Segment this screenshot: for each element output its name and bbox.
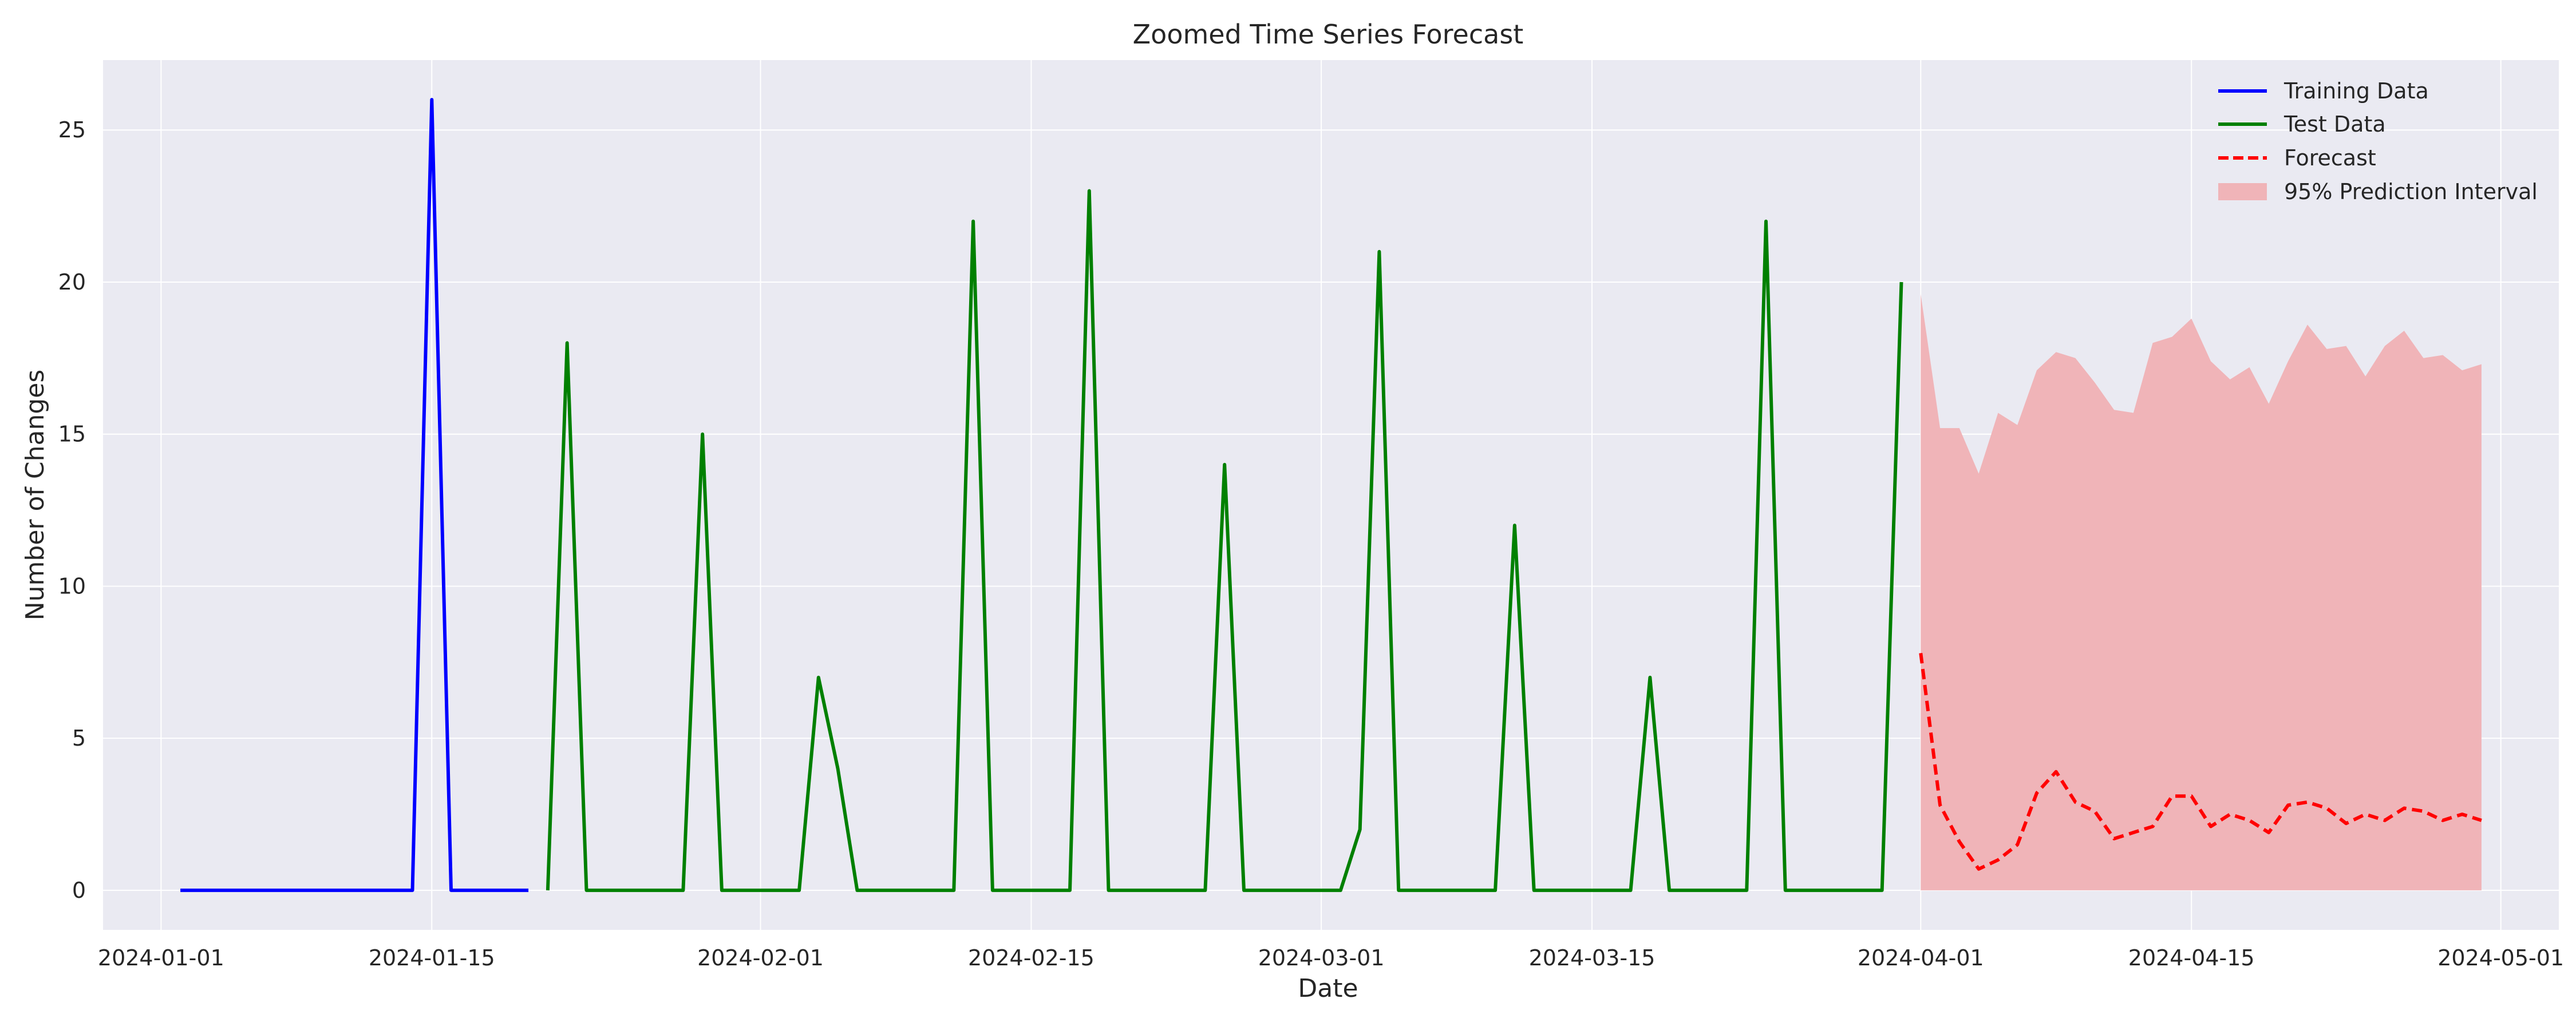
x-tick-label: 2024-02-15	[968, 945, 1095, 970]
legend-item-forecast: Forecast	[2218, 145, 2376, 171]
legend-item-interval: 95% Prediction Interval	[2218, 179, 2538, 204]
x-tick-label: 2024-03-01	[1258, 945, 1385, 970]
x-tick-label: 2024-01-15	[369, 945, 495, 970]
forecast-line	[1919, 653, 2482, 871]
y-tick-labels: 0 5 10 15 20 25	[58, 117, 86, 903]
training-data-line	[180, 98, 529, 892]
x-tick-label: 2024-03-15	[1529, 945, 1656, 970]
y-tick-label: 20	[58, 270, 86, 295]
legend: Training Data Test Data Forecast 95% Pre…	[2218, 78, 2538, 204]
prediction-interval-layer	[1921, 294, 2482, 890]
y-tick-label: 25	[58, 117, 86, 142]
y-tick-label: 0	[72, 878, 86, 903]
series-layer	[180, 98, 2482, 892]
x-tick-labels: 2024-01-01 2024-01-15 2024-02-01 2024-02-15…	[98, 945, 2564, 970]
legend-label-interval: 95% Prediction Interval	[2284, 179, 2538, 204]
x-tick-label: 2024-04-01	[1858, 945, 1984, 970]
legend-label-test: Test Data	[2283, 112, 2386, 137]
x-tick-label: 2024-05-01	[2437, 945, 2564, 970]
y-axis-label: Number of Changes	[21, 370, 50, 621]
test-data-line	[546, 189, 1903, 892]
prediction-interval-band	[1921, 294, 2482, 890]
legend-label-forecast: Forecast	[2284, 145, 2376, 171]
legend-item-test: Test Data	[2218, 112, 2386, 137]
legend-label-training: Training Data	[2283, 78, 2429, 104]
x-tick-label: 2024-04-15	[2128, 945, 2255, 970]
x-tick-label: 2024-01-01	[98, 945, 224, 970]
x-tick-label: 2024-02-01	[697, 945, 824, 970]
y-tick-label: 5	[72, 726, 86, 751]
legend-swatch-interval	[2218, 183, 2267, 200]
x-axis-label: Date	[1298, 974, 1358, 1003]
chart-title: Zoomed Time Series Forecast	[1133, 19, 1524, 50]
y-tick-label: 10	[58, 573, 86, 599]
legend-item-training: Training Data	[2218, 78, 2429, 104]
y-tick-label: 15	[58, 422, 86, 447]
plot-area	[103, 60, 2559, 930]
